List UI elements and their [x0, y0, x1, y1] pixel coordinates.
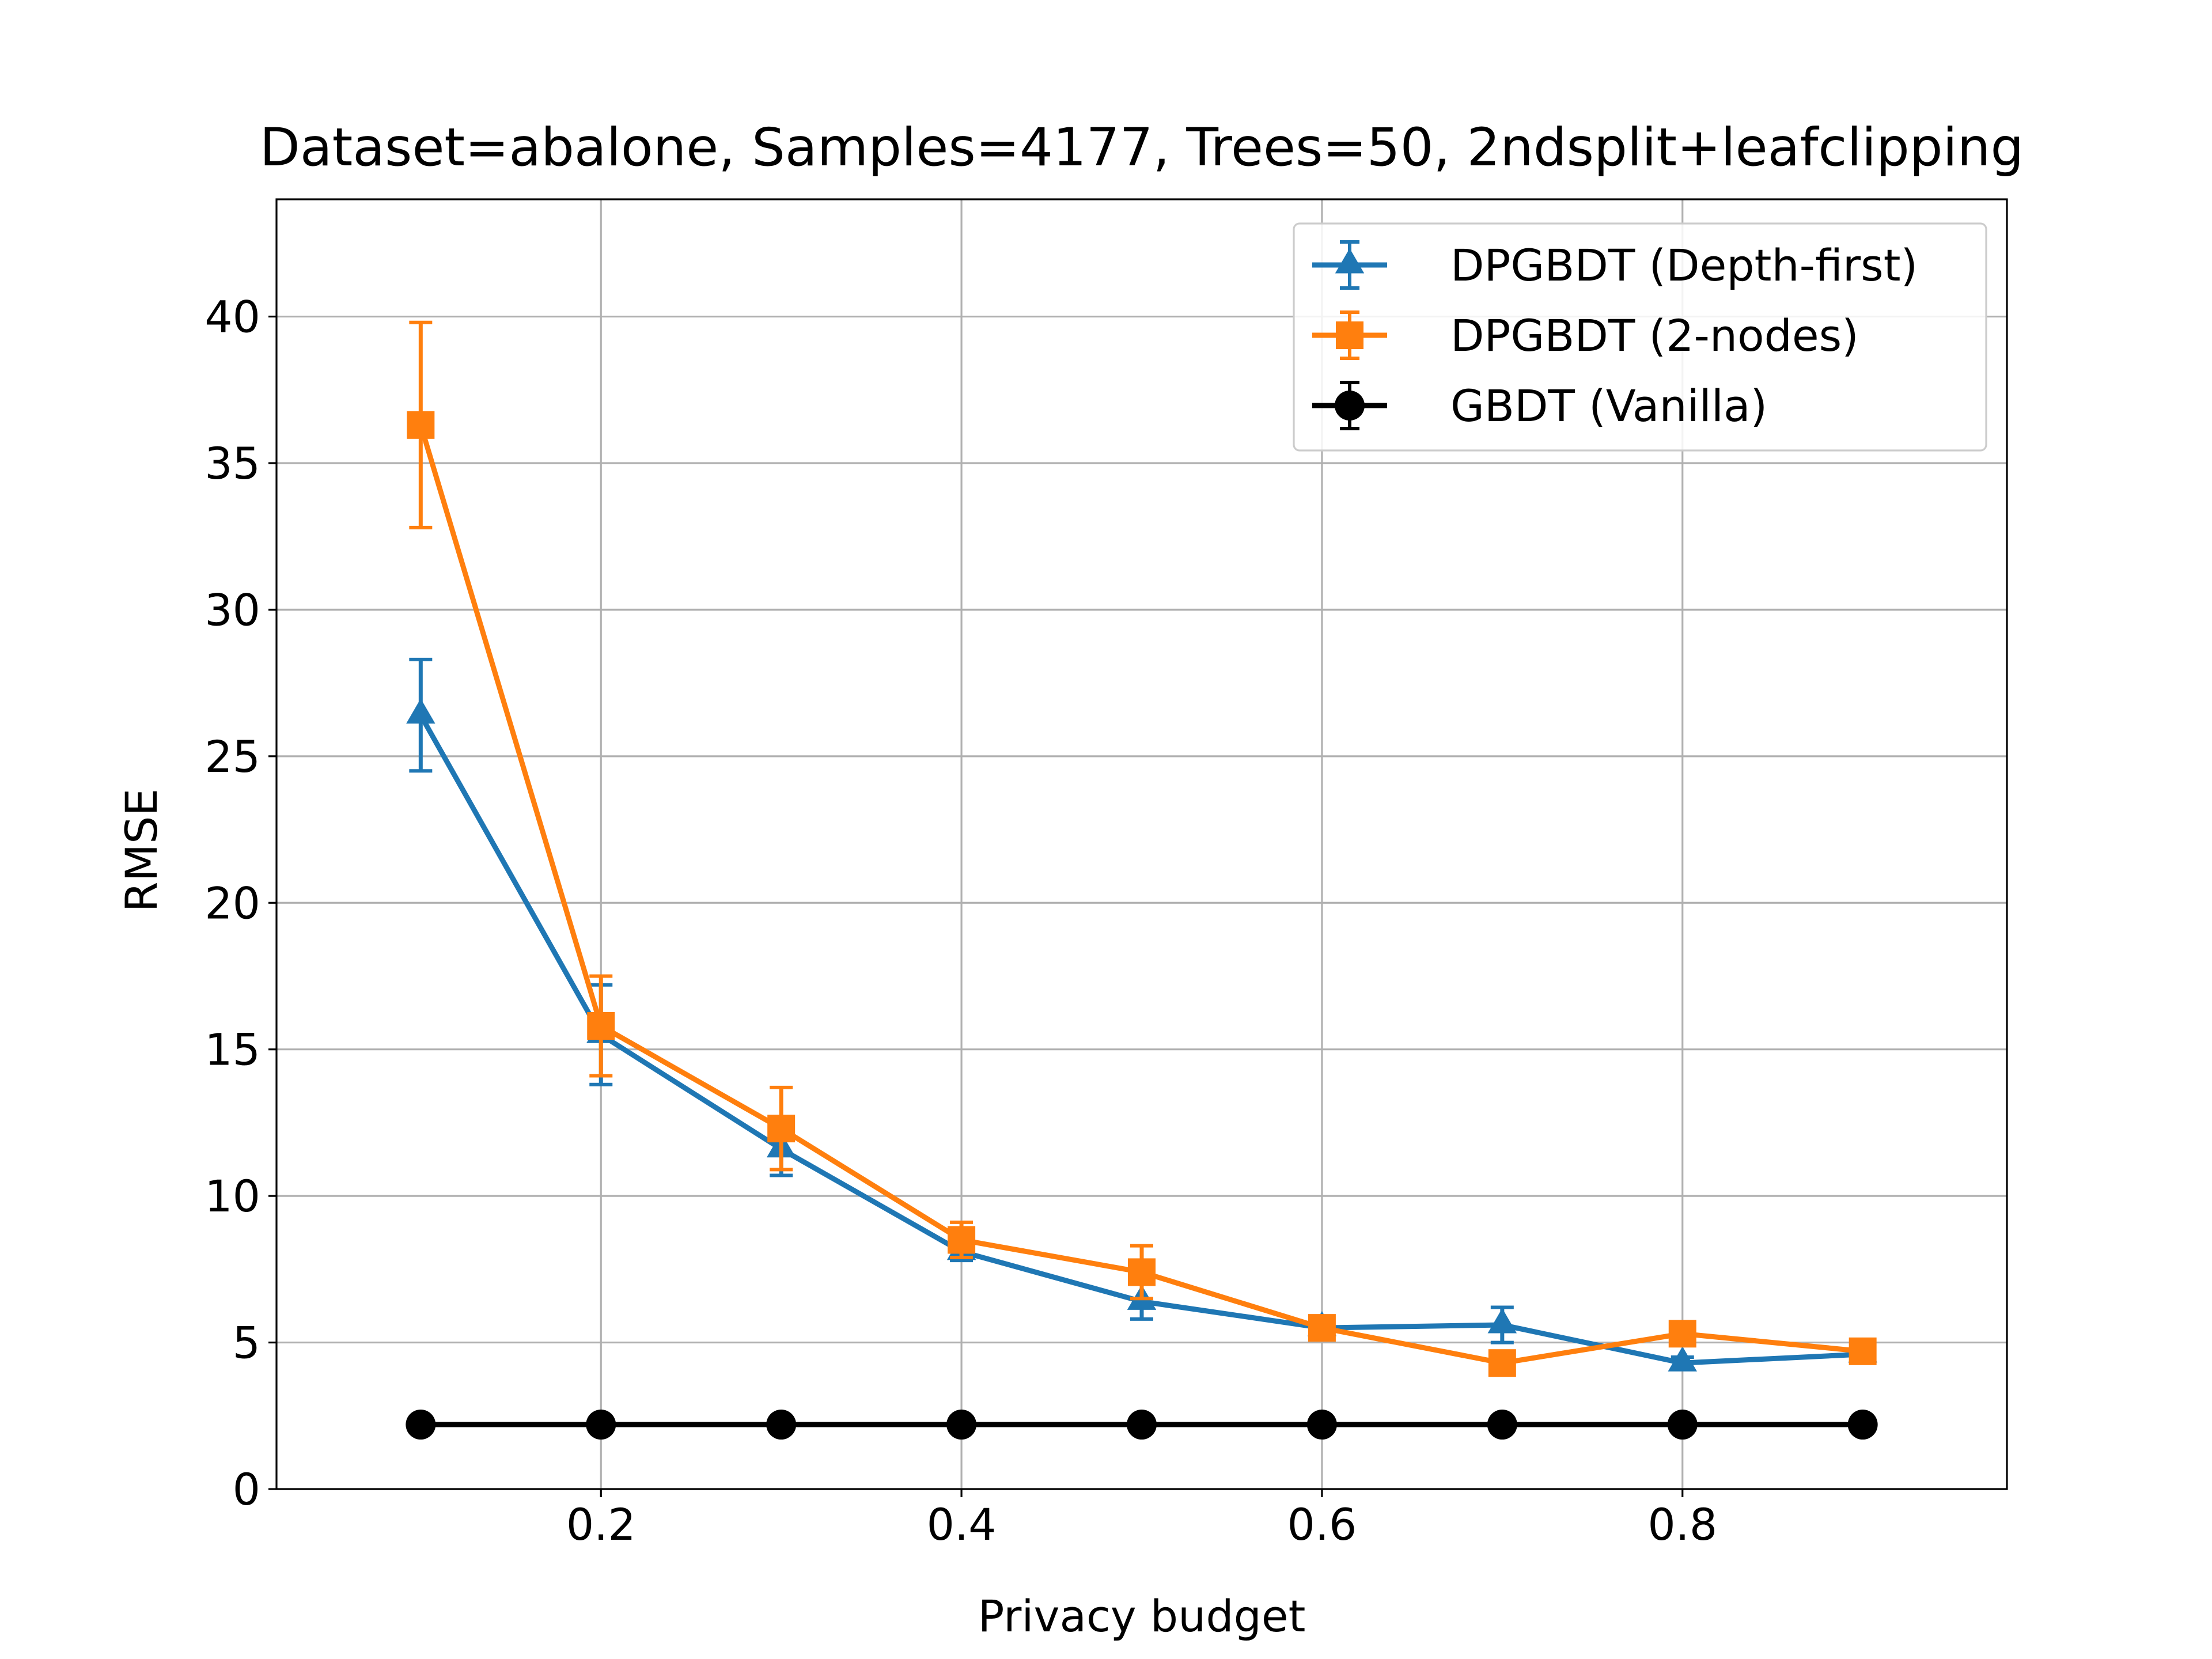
series-dpgbdt-2-nodes	[407, 320, 1877, 1377]
data-point	[1668, 1346, 1697, 1372]
x-axis-label: Privacy budget	[978, 1590, 1306, 1642]
legend-label: GBDT (Vanilla)	[1450, 380, 1767, 431]
data-point	[1487, 1308, 1517, 1334]
legend-marker	[1335, 391, 1365, 421]
y-tick-label: 5	[233, 1317, 260, 1369]
y-tick-label: 20	[204, 877, 260, 929]
y-tick-label: 0	[233, 1464, 260, 1515]
data-point	[948, 1226, 976, 1254]
data-point	[1668, 1320, 1696, 1348]
series-gbdt-vanilla	[406, 1410, 1878, 1440]
y-tick-label: 30	[204, 584, 260, 635]
data-point	[1487, 1410, 1517, 1440]
data-point	[1847, 1410, 1878, 1440]
x-tick-label: 0.4	[927, 1499, 997, 1550]
y-tick-label: 40	[204, 291, 260, 343]
chart-title: Dataset=abalone, Samples=4177, Trees=50,…	[260, 118, 2024, 178]
data-point	[407, 411, 435, 439]
y-tick-label: 10	[204, 1171, 260, 1222]
legend-item: GBDT (Vanilla)	[1312, 380, 1767, 431]
plot-series	[406, 320, 1878, 1440]
y-tick-label: 15	[204, 1024, 260, 1075]
data-point	[766, 1410, 797, 1440]
data-point	[406, 698, 435, 724]
data-point	[1667, 1410, 1698, 1440]
data-point	[767, 1115, 796, 1143]
data-point	[1308, 1314, 1336, 1342]
legend-marker	[1336, 321, 1363, 349]
x-tick-label: 0.8	[1647, 1499, 1717, 1550]
data-point	[1849, 1337, 1877, 1365]
y-tick-label: 25	[204, 731, 260, 782]
legend-marker	[1335, 248, 1365, 274]
data-point	[946, 1410, 977, 1440]
y-axis-label: RMSE	[116, 789, 167, 912]
legend-box	[1293, 222, 1987, 452]
data-point	[1127, 1410, 1157, 1440]
data-point	[587, 1012, 615, 1040]
data-point	[406, 1410, 436, 1440]
data-point	[1128, 1258, 1156, 1286]
y-tick-label: 35	[204, 438, 260, 489]
legend-label: DPGBDT (2-nodes)	[1450, 310, 1859, 361]
x-tick-label: 0.2	[566, 1499, 636, 1550]
legend-item: DPGBDT (Depth-first)	[1312, 240, 1918, 291]
data-point	[1488, 1349, 1516, 1377]
plot-frame	[275, 198, 2008, 1490]
legend-label: DPGBDT (Depth-first)	[1450, 240, 1918, 291]
legend-item: DPGBDT (2-nodes)	[1312, 310, 1859, 361]
data-point	[1306, 1410, 1337, 1440]
data-point	[586, 1410, 616, 1440]
axis-ticks: 0.2 0.4 0.6 0.8 0 5 10 15 20 25 30 35 40	[204, 291, 1717, 1550]
x-tick-label: 0.6	[1287, 1499, 1357, 1550]
legend: DPGBDT (Depth-first) DPGBDT (2-nodes) GBDT…	[1293, 222, 1987, 452]
